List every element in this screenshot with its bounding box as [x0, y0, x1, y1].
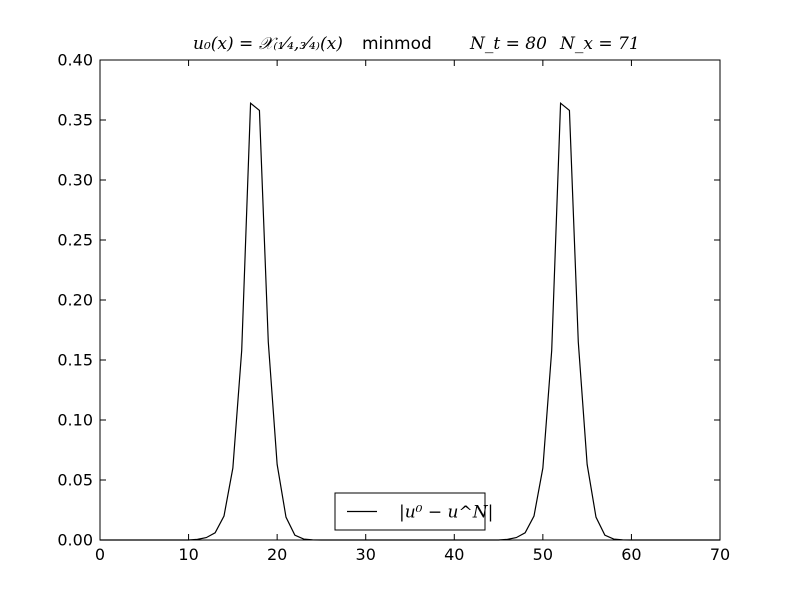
- x-tick-label: 30: [356, 545, 376, 564]
- y-tick-label: 0.00: [57, 531, 93, 550]
- y-tick-label: 0.40: [57, 51, 93, 70]
- x-tick-label: 10: [178, 545, 198, 564]
- x-tick-label: 50: [533, 545, 553, 564]
- x-tick-label: 40: [444, 545, 464, 564]
- x-tick-label: 60: [621, 545, 641, 564]
- series-line-error: [100, 101, 720, 541]
- x-tick-label: 20: [267, 545, 287, 564]
- x-tick-label: 0: [95, 545, 105, 564]
- chart-title-nx: N_x = 71: [560, 34, 640, 54]
- y-tick-label: 0.15: [57, 351, 93, 370]
- y-tick-label: 0.10: [57, 411, 93, 430]
- chart-title-method: minmod: [362, 34, 432, 54]
- legend-label: |u⁰ − u^N|: [399, 503, 493, 523]
- chart-title-nt: N_t = 80: [470, 34, 547, 54]
- y-tick-label: 0.35: [57, 111, 93, 130]
- plot-frame: [99, 59, 721, 541]
- y-tick-label: 0.20: [57, 291, 93, 310]
- x-tick-label: 70: [710, 545, 730, 564]
- y-tick-label: 0.30: [57, 171, 93, 190]
- chart-title-formula: u₀(x) = 𝒳₍₁⁄₄,₃⁄₄₎(x): [193, 34, 343, 54]
- y-tick-label: 0.25: [57, 231, 93, 250]
- y-tick-label: 0.05: [57, 471, 93, 490]
